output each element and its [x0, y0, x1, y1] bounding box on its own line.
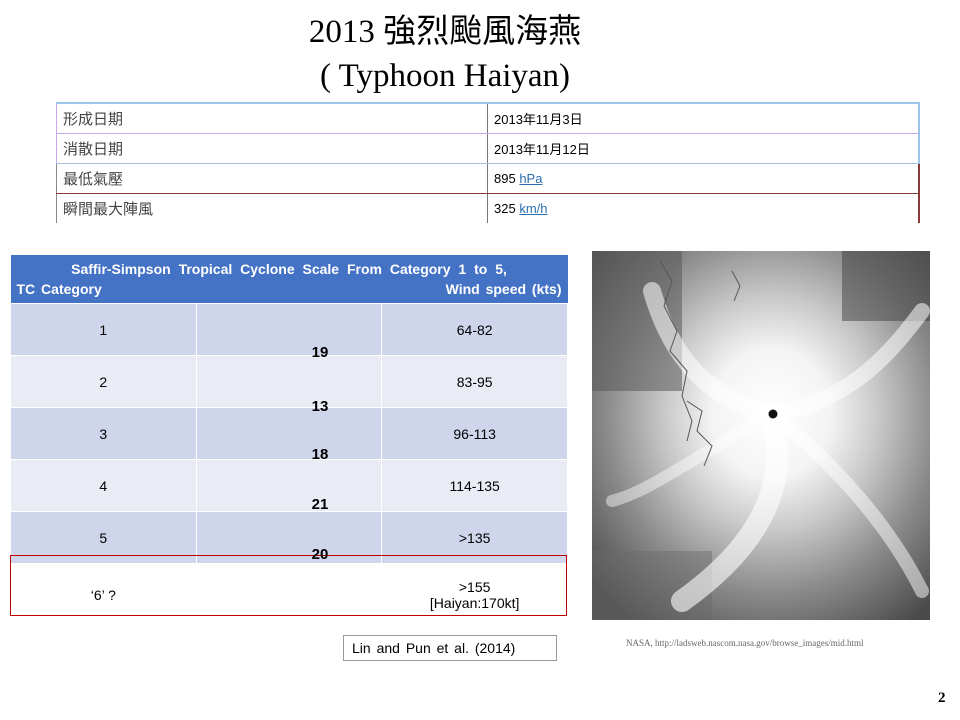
- count-label: 13: [311, 398, 329, 415]
- info-row-gust: 瞬間最大陣風 325 km/h: [56, 193, 920, 223]
- category-cell: 1: [10, 303, 197, 356]
- kmh-link[interactable]: km/h: [519, 201, 548, 216]
- count-cell: [195, 303, 383, 356]
- info-value: 2013年11月12日: [487, 133, 920, 164]
- count-label: 18: [311, 446, 329, 463]
- wind-cell: 64-82: [381, 303, 568, 356]
- category-cell: 2: [10, 355, 197, 408]
- table-row: 4 114-135: [10, 459, 568, 512]
- category-cell: 3: [10, 407, 197, 460]
- slide-title: 2013 強烈颱風海燕: [308, 14, 582, 50]
- table-row: 3 96-113: [10, 407, 568, 460]
- info-label: 消散日期: [56, 133, 488, 164]
- count-cell: [195, 407, 383, 460]
- table-row-category-6: ‘6’ ? >155 [Haiyan:170kt]: [10, 563, 568, 626]
- scale-header-row: Saffir-Simpson Tropical Cyclone Scale Fr…: [10, 255, 568, 304]
- info-value: 325 km/h: [487, 193, 920, 223]
- count-cell: [195, 459, 383, 512]
- wind-cell: >135: [381, 511, 568, 564]
- info-value: 895 hPa: [487, 163, 920, 194]
- satellite-image: [592, 251, 930, 620]
- wind-cell: 96-113: [381, 407, 568, 460]
- table-row: 1 64-82: [10, 303, 568, 356]
- slide-subtitle: ( Typhoon Haiyan): [319, 58, 571, 94]
- count-label: 21: [311, 496, 329, 513]
- table-row: 2 83-95: [10, 355, 568, 408]
- header-tc-category: TC Category: [16, 281, 102, 297]
- table-row: 5 >135: [10, 511, 568, 564]
- gust-value: 325: [494, 201, 516, 216]
- wind-cell: >155 [Haiyan:170kt]: [381, 563, 568, 626]
- info-row-pressure: 最低氣壓 895 hPa: [56, 163, 920, 194]
- info-label: 最低氣壓: [56, 163, 488, 194]
- wind-value: >155: [458, 578, 491, 595]
- scale-header: Saffir-Simpson Tropical Cyclone Scale Fr…: [10, 255, 568, 304]
- header-wind-speed: Wind speed (kts): [445, 281, 562, 297]
- saffir-simpson-table: Saffir-Simpson Tropical Cyclone Scale Fr…: [10, 255, 568, 626]
- info-label: 形成日期: [56, 102, 488, 134]
- count-cell: [195, 563, 383, 626]
- category-cell: ‘6’ ?: [10, 563, 197, 626]
- info-label: 瞬間最大陣風: [56, 193, 488, 223]
- category-cell: 4: [10, 459, 197, 512]
- info-value: 2013年11月3日: [487, 102, 920, 134]
- hpa-link[interactable]: hPa: [519, 171, 543, 186]
- page-number: 2: [938, 690, 946, 706]
- haiyan-wind-note: [Haiyan:170kt]: [429, 594, 520, 611]
- wind-cell: 83-95: [381, 355, 568, 408]
- category-cell: 5: [10, 511, 197, 564]
- info-row-dissipation: 消散日期 2013年11月12日: [56, 133, 920, 164]
- pressure-value: 895: [494, 171, 516, 186]
- scale-header-title: Saffir-Simpson Tropical Cyclone Scale Fr…: [71, 261, 507, 277]
- citation-box: Lin and Pun et al. (2014): [343, 635, 557, 661]
- image-credit: NASA, http://ladsweb.nascom.nasa.gov/bro…: [626, 638, 864, 648]
- count-label: 20: [311, 546, 329, 563]
- typhoon-info-table: 形成日期 2013年11月3日 消散日期 2013年11月12日 最低氣壓 89…: [56, 102, 920, 223]
- wind-cell: 114-135: [381, 459, 568, 512]
- info-row-formation: 形成日期 2013年11月3日: [56, 102, 920, 134]
- count-label: 19: [311, 344, 329, 361]
- count-cell: [195, 355, 383, 408]
- count-cell: [195, 511, 383, 564]
